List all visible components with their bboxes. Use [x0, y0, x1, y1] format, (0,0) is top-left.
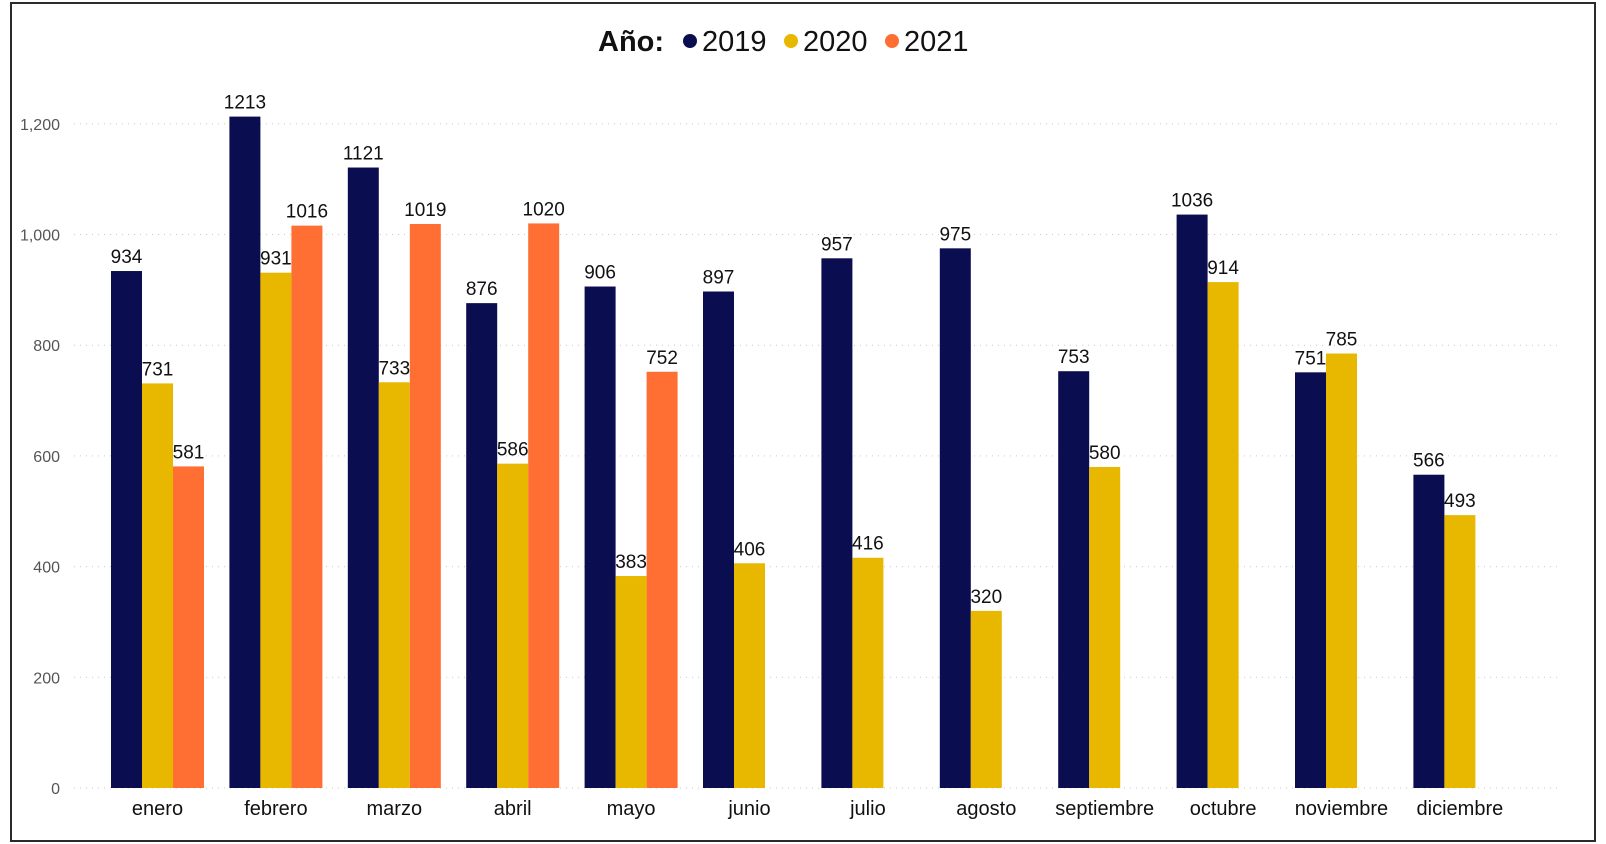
x-tick-label-septiembre: septiembre: [1055, 798, 1154, 820]
bar-2020-octubre: [1207, 282, 1239, 788]
bar-2020-marzo: [378, 382, 410, 788]
bar-2019-marzo: [347, 167, 379, 789]
bar-2019-septiembre: [1058, 371, 1090, 788]
bar-2019-noviembre: [1295, 372, 1326, 788]
data-label-2021-enero: 581: [173, 442, 205, 463]
data-label-2019-julio: 957: [821, 234, 853, 255]
bar-2019-julio: [821, 258, 853, 788]
bar-2020-noviembre: [1326, 353, 1357, 788]
bar-2020-septiembre: [1089, 466, 1121, 788]
y-tick-label: 600: [33, 449, 60, 466]
bar-2019-febrero: [229, 116, 261, 789]
x-tick-label-octubre: octubre: [1190, 798, 1257, 820]
data-label-2020-septiembre: 580: [1089, 443, 1121, 464]
data-label-2021-abril: 1020: [523, 199, 565, 220]
x-tick-label-mayo: mayo: [607, 798, 656, 820]
data-label-2019-octubre: 1036: [1171, 191, 1213, 212]
data-label-2019-agosto: 975: [939, 224, 971, 245]
bar-2020-agosto: [970, 610, 1002, 788]
y-tick-label: 0: [51, 781, 60, 798]
bar-2019-abril: [466, 303, 498, 788]
bar-2021-marzo: [409, 223, 441, 788]
bar-2020-junio: [734, 563, 765, 788]
bar-2020-febrero: [260, 272, 292, 788]
legend-label-2021: 2021: [904, 26, 969, 58]
data-label-2019-enero: 934: [111, 247, 143, 268]
bar-2020-diciembre: [1444, 515, 1476, 788]
data-label-2020-diciembre: 493: [1444, 491, 1476, 512]
data-labels: 934 731 581 1213 931 1016 1121 733 1019 876 586 102…: [111, 93, 1476, 608]
x-tick-label-febrero: febrero: [244, 798, 307, 820]
x-tick-label-marzo: marzo: [367, 798, 423, 820]
bar-2019-junio: [703, 291, 734, 788]
x-tick-label-junio: junio: [727, 798, 770, 820]
data-label-2019-septiembre: 753: [1058, 347, 1090, 368]
data-label-2019-febrero: 1213: [224, 93, 266, 114]
bar-2019-agosto: [939, 248, 971, 788]
data-label-2020-enero: 731: [142, 359, 174, 380]
data-label-2020-octubre: 914: [1207, 258, 1239, 279]
bar-2020-enero: [142, 383, 173, 788]
x-tick-label-agosto: agosto: [956, 798, 1016, 820]
data-label-2019-junio: 897: [703, 268, 735, 289]
data-label-2020-abril: 586: [497, 440, 529, 461]
bar-2021-enero: [173, 466, 204, 788]
data-label-2020-julio: 416: [852, 534, 884, 555]
bar-2021-abril: [528, 223, 560, 788]
y-tick-label: 200: [33, 670, 60, 687]
y-axis: 0 200 400 600 800 1,000 1,200: [20, 117, 60, 798]
x-tick-label-diciembre: diciembre: [1417, 798, 1504, 820]
bars: [111, 116, 1476, 789]
data-label-2019-noviembre: 751: [1295, 348, 1327, 369]
legend-marker-2020: [784, 34, 798, 48]
data-label-2021-mayo: 752: [646, 348, 678, 369]
data-label-2019-marzo: 1121: [343, 144, 384, 165]
y-tick-label: 1,200: [20, 117, 60, 134]
x-tick-label-noviembre: noviembre: [1295, 798, 1388, 820]
legend-marker-2019: [683, 34, 697, 48]
x-tick-label-abril: abril: [494, 798, 532, 820]
data-label-2020-junio: 406: [734, 539, 766, 560]
x-tick-label-julio: julio: [849, 798, 886, 820]
x-tick-label-enero: enero: [132, 798, 183, 820]
legend-label-2020: 2020: [803, 26, 868, 58]
bar-2019-mayo: [584, 286, 616, 788]
bar-2019-diciembre: [1413, 474, 1445, 788]
x-axis: enero febrero marzo abril mayo junio julio agos…: [132, 798, 1503, 820]
legend: Año: 2019 2020 2021: [598, 26, 969, 58]
y-tick-label: 1,000: [20, 228, 60, 245]
data-label-2019-diciembre: 566: [1413, 451, 1445, 472]
data-label-2020-marzo: 733: [378, 358, 410, 379]
data-label-2020-mayo: 383: [615, 552, 647, 573]
bar-2019-enero: [111, 271, 142, 788]
bar-2020-julio: [852, 557, 884, 788]
data-label-2021-febrero: 1016: [286, 202, 328, 223]
data-label-2019-abril: 876: [466, 279, 498, 300]
bar-2021-mayo: [646, 371, 678, 788]
data-label-2020-febrero: 931: [260, 249, 292, 270]
bar-2020-mayo: [615, 576, 647, 788]
data-label-2020-noviembre: 785: [1326, 330, 1358, 351]
bar-chart: Año: 2019 2020 2021 0 200 400 600 800 1,000 1,20…: [20, 26, 1560, 820]
data-label-2020-agosto: 320: [970, 587, 1002, 608]
y-tick-label: 800: [33, 338, 60, 355]
bar-2020-abril: [497, 463, 529, 788]
data-label-2019-mayo: 906: [584, 263, 616, 284]
legend-title: Año:: [598, 26, 664, 58]
chart-frame: Año: 2019 2020 2021 0 200 400 600 800 1,000 1,20…: [10, 2, 1596, 842]
data-label-2021-marzo: 1019: [404, 200, 446, 221]
bar-2021-febrero: [291, 225, 323, 789]
legend-label-2019: 2019: [702, 26, 767, 58]
bar-2019-octubre: [1176, 214, 1208, 789]
legend-marker-2021: [885, 34, 899, 48]
y-tick-label: 400: [33, 560, 60, 577]
